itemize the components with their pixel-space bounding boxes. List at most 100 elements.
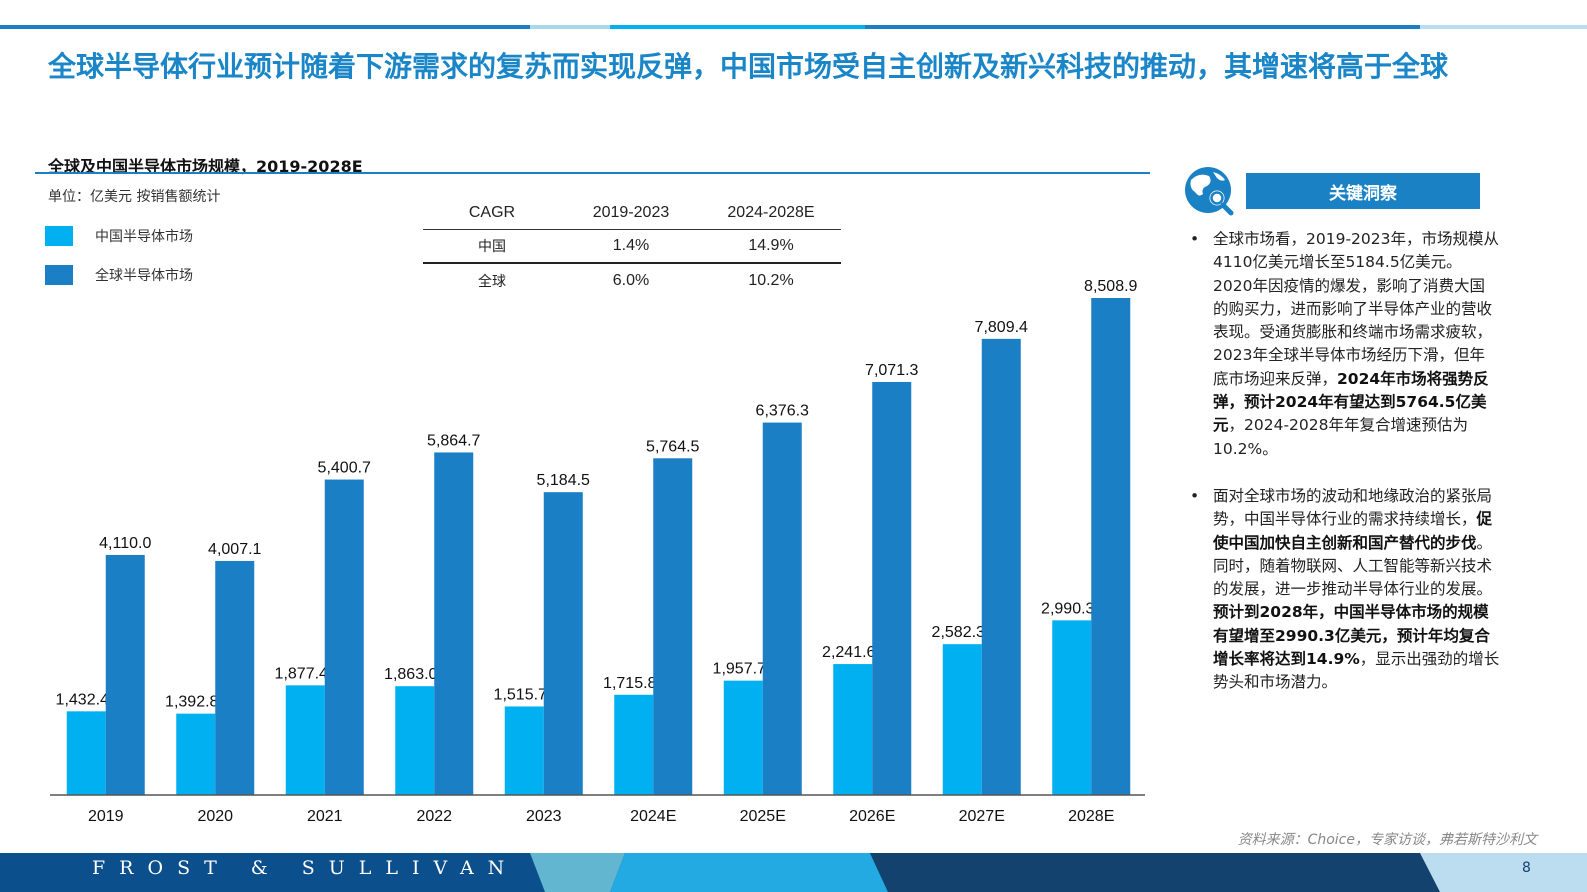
data-label: 5,764.5 — [646, 438, 699, 455]
data-label: 1,877.4 — [275, 665, 328, 682]
bar-china — [614, 694, 654, 795]
top-rule — [530, 25, 610, 29]
bar-global — [215, 560, 255, 795]
data-label: 1,863.0 — [384, 666, 437, 683]
bar-global — [543, 492, 583, 795]
top-rule — [0, 25, 530, 29]
data-label: 1,957.7 — [713, 661, 766, 678]
top-rule — [865, 25, 1420, 29]
insight-segment: 全球市场看，2019-2023年，市场规模从4110亿美元增长至5184.5亿美… — [1213, 230, 1499, 388]
data-label: 1,515.7 — [494, 686, 547, 703]
top-rule — [610, 25, 865, 29]
insights-list: • 全球市场看，2019-2023年，市场规模从4110亿美元增长至5184.5亿… — [1190, 228, 1500, 719]
legend-label: 中国半导体市场 — [95, 229, 193, 245]
cell: 1.4% — [612, 237, 650, 254]
x-tick-label: 2021 — [307, 808, 343, 825]
x-tick-label: 2023 — [526, 808, 562, 825]
x-tick-label: 2027E — [959, 808, 1005, 825]
data-label: 8,508.9 — [1084, 278, 1137, 295]
header-cell: 2024-2028E — [727, 203, 815, 221]
bar-global — [1091, 298, 1131, 795]
slide-title: 全球半导体行业预计随着下游需求的复苏而实现反弹，中国市场受自主创新及新兴科技的推… — [48, 50, 1449, 83]
cell: 中国 — [478, 239, 506, 255]
data-label: 5,864.7 — [427, 432, 480, 449]
source-note: 资料来源：Choice，专家访谈，弗若斯特沙利文 — [1237, 832, 1537, 848]
data-label: 1,432.4 — [56, 691, 109, 708]
bar-global — [105, 554, 145, 795]
page-number: 8 — [1522, 860, 1531, 876]
insight-highlight: 促使中国加快自主创新和国产替代的步伐 — [1213, 510, 1493, 552]
bar-global — [434, 452, 474, 795]
insight-item: • 面对全球市场的波动和地缘政治的紧张局势，中国半导体行业的需求持续增长，促使中国… — [1190, 485, 1500, 695]
x-tick-label: 2028E — [1068, 808, 1114, 825]
insight-segment: 。同时，随着物联网、人工智能等新兴技术的发展，进一步推动半导体行业的发展。 — [1213, 533, 1493, 599]
header-cell: 2019-2023 — [592, 203, 670, 221]
cell: 14.9% — [748, 237, 794, 254]
bar-chart: 1,432.4 4,110.0 2019 1,392.8 4,007.1 2020 1,87… — [50, 278, 1145, 825]
globe-search-icon — [1185, 167, 1234, 216]
cagr-header: CAGR 2019-2023 2024-2028E — [423, 196, 841, 230]
data-label: 2,990.3 — [1041, 600, 1094, 617]
cell: 6.0% — [612, 272, 650, 289]
insight-segment: ，显示出强劲的增长势头和市场潜力。 — [1213, 650, 1500, 692]
chart-title: 全球及中国半导体市场规模，2019-2028E — [48, 157, 363, 176]
data-label: 6,376.3 — [756, 403, 809, 420]
bar-china — [66, 711, 106, 795]
x-tick-label: 2026E — [849, 808, 895, 825]
data-label: 7,071.3 — [865, 362, 918, 379]
insight-highlight: 预计到2028年，中国半导体市场的规模有望增至2990.3亿美元，预计年均复合增… — [1213, 603, 1490, 669]
insight-text: 全球市场看，2019-2023年，市场规模从4110亿美元增长至5184.5亿美… — [1213, 228, 1500, 461]
insight-segment: ，2024-2028年年复合增速预估为10.2%。 — [1213, 416, 1469, 458]
bar-china — [833, 664, 873, 795]
x-tick-label: 2025E — [740, 808, 786, 825]
insight-segment: 面对全球市场的波动和地缘政治的紧张局势，中国半导体行业的需求持续增长， — [1213, 486, 1493, 529]
x-tick-label: 2020 — [197, 808, 233, 825]
insight-text: 面对全球市场的波动和地缘政治的紧张局势，中国半导体行业的需求持续增长，促使中国加… — [1213, 485, 1500, 695]
bar-global — [981, 338, 1021, 795]
data-label: 2,241.6 — [822, 644, 875, 661]
data-label: 1,715.8 — [603, 675, 656, 692]
bar-china — [176, 713, 216, 795]
x-tick-label: 2022 — [416, 808, 452, 825]
data-label: 5,184.5 — [537, 472, 590, 489]
bar-global — [324, 479, 364, 795]
insights-heading: 关键洞察 — [1246, 173, 1480, 209]
bar-china — [504, 706, 544, 795]
bar-global — [762, 422, 802, 795]
cell: 全球 — [478, 274, 506, 290]
cagr-row: 中国 1.4% 14.9% — [423, 230, 841, 264]
bar-china — [395, 686, 435, 795]
bar-china — [723, 680, 763, 795]
data-label: 4,007.1 — [208, 541, 261, 558]
legend-label: 全球半导体市场 — [95, 268, 193, 284]
bar-china — [1052, 620, 1092, 795]
data-label: 5,400.7 — [318, 460, 371, 477]
top-rule — [1420, 25, 1587, 29]
cagr-table: CAGR 2019-2023 2024-2028E 中国 1.4% 14.9% … — [423, 196, 841, 298]
header-cell: CAGR — [468, 203, 516, 221]
bullet-icon: • — [1190, 486, 1200, 505]
insight-item: • 全球市场看，2019-2023年，市场规模从4110亿美元增长至5184.5亿… — [1190, 228, 1500, 461]
data-label: 1,392.8 — [165, 694, 218, 711]
x-tick-label: 2024E — [630, 808, 676, 825]
data-label: 2,582.3 — [932, 624, 985, 641]
x-tick-label: 2019 — [88, 808, 124, 825]
bar-global — [872, 381, 912, 795]
bar-global — [653, 458, 693, 795]
unit-label: 单位：亿美元 按销售额统计 — [48, 189, 221, 205]
data-label: 4,110.0 — [99, 535, 151, 552]
cagr-row: 全球 6.0% 10.2% — [423, 264, 841, 298]
legend-china: 中国半导体市场 — [45, 226, 193, 246]
insight-highlight: 2024年市场将强势反弹，预计2024年有望达到5764.5亿美元 — [1213, 369, 1489, 435]
brand-logo: FROST & SULLIVAN — [92, 857, 519, 879]
bullet-icon: • — [1190, 230, 1200, 248]
footer-bar — [0, 853, 1587, 892]
legend-swatch — [45, 226, 73, 246]
legend-swatch — [45, 265, 73, 285]
bar-china — [942, 644, 982, 795]
legend-global: 全球半导体市场 — [45, 265, 193, 285]
divider — [35, 172, 1150, 174]
data-label: 7,809.4 — [975, 319, 1028, 336]
bar-china — [285, 685, 325, 795]
cell: 10.2% — [748, 272, 794, 289]
